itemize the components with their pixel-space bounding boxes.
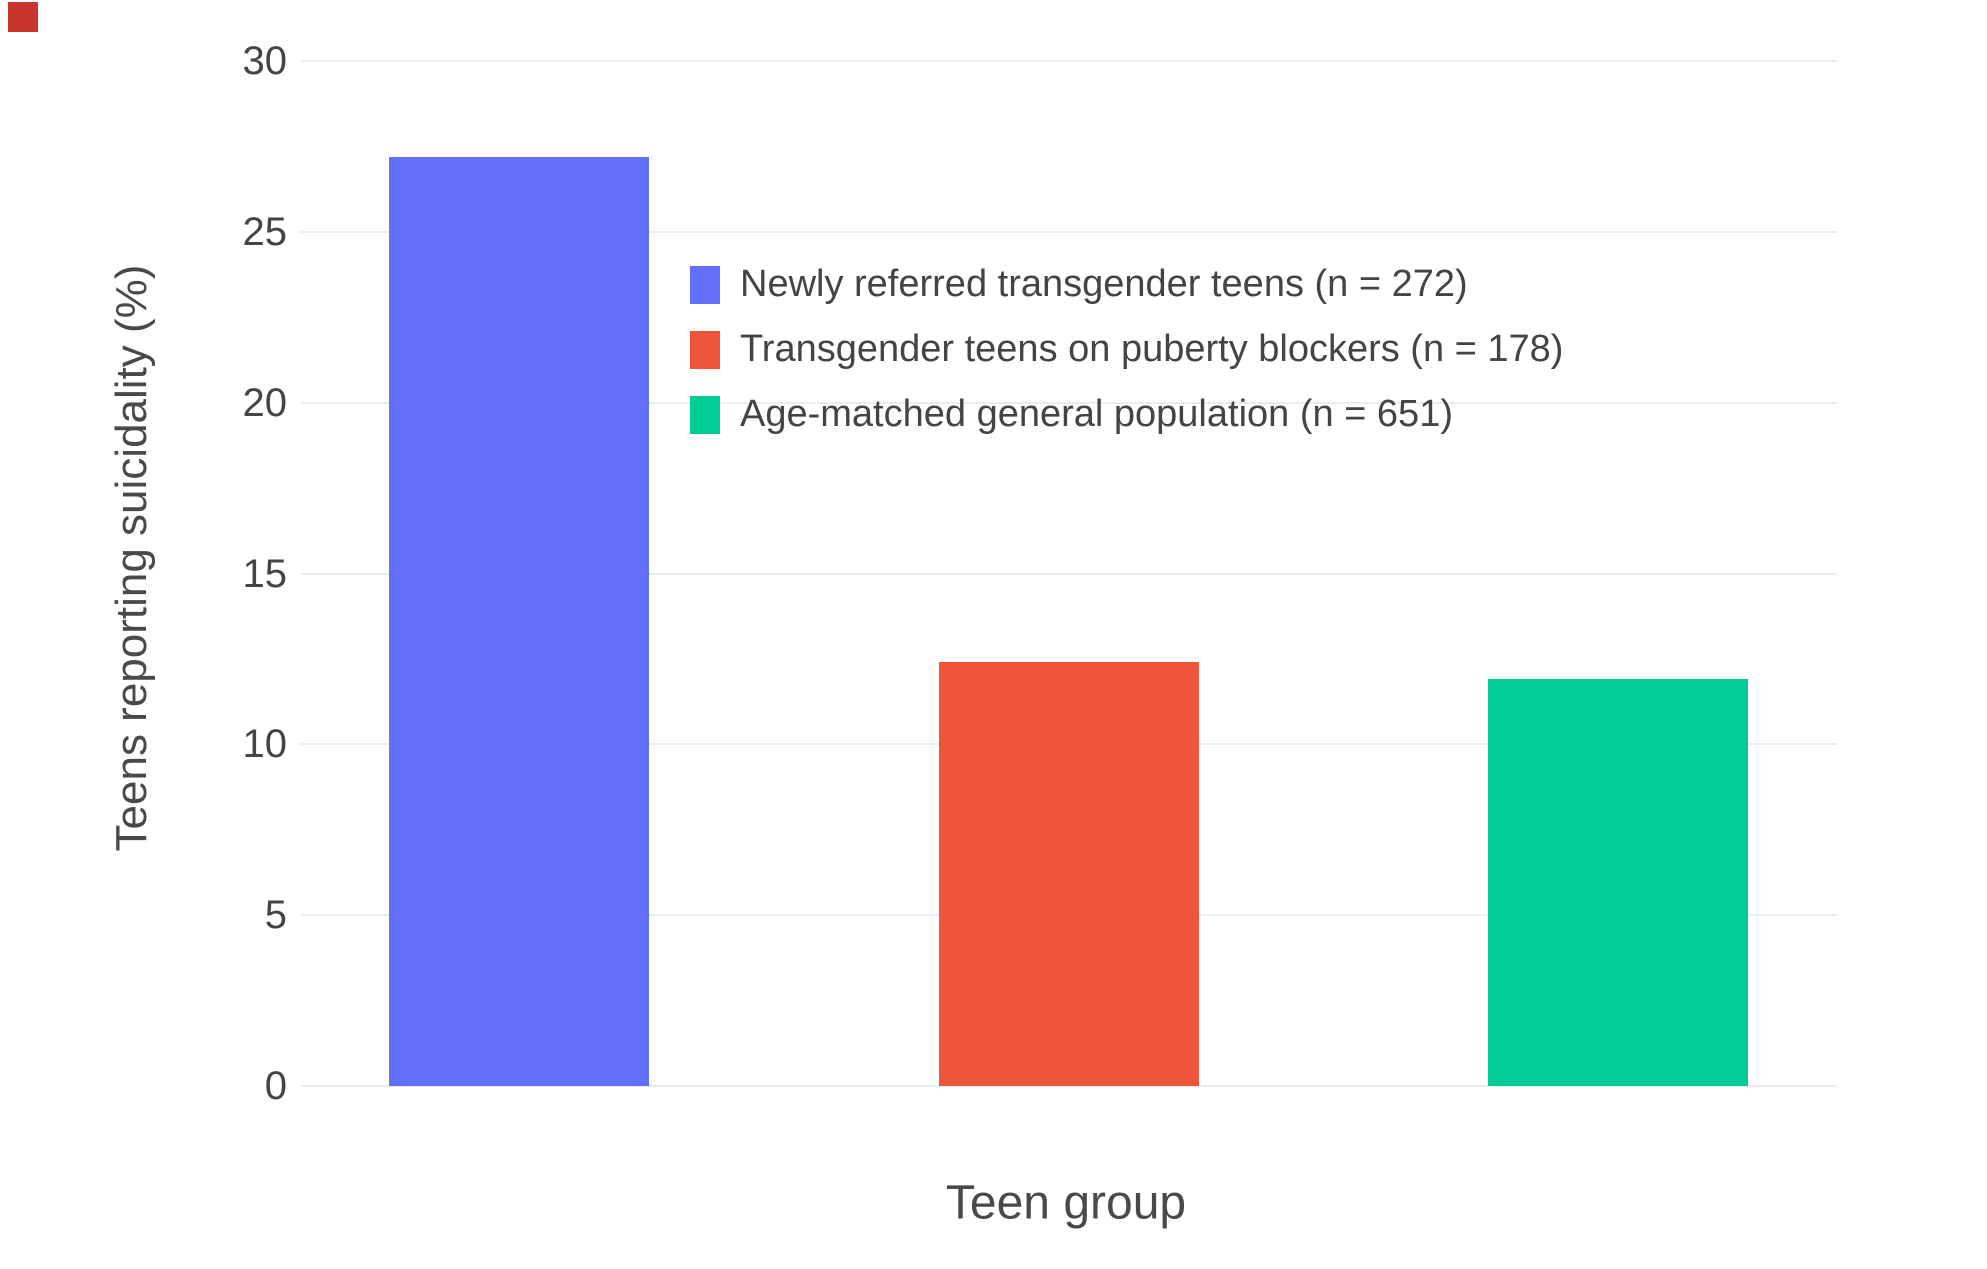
- corner-red-square-icon: [8, 2, 38, 32]
- plot-area[interactable]: [300, 45, 1837, 1087]
- bar-2[interactable]: [938, 662, 1199, 1086]
- legend-label: Newly referred transgender teens (n = 27…: [740, 263, 1468, 305]
- gridline-y-30: [300, 60, 1837, 62]
- y-tick-label-20: 20: [242, 380, 288, 425]
- bar-1[interactable]: [389, 156, 650, 1086]
- legend-swatch-icon: [690, 330, 720, 369]
- y-tick-label-15: 15: [242, 551, 288, 596]
- y-tick-label-10: 10: [242, 722, 288, 767]
- legend-label: Age-matched general population (n = 651): [740, 393, 1453, 435]
- gridline-y-25: [300, 230, 1837, 233]
- bar-3[interactable]: [1487, 679, 1748, 1086]
- gridline-y-0: [300, 1085, 1837, 1087]
- legend-item-1[interactable]: Newly referred transgender teens (n = 27…: [690, 252, 1563, 317]
- gridline-y-20: [300, 401, 1837, 404]
- legend: Newly referred transgender teens (n = 27…: [690, 252, 1563, 447]
- x-axis-title: Teen group: [945, 1176, 1187, 1230]
- y-tick-label-5: 5: [264, 893, 287, 938]
- y-tick-label-0: 0: [264, 1064, 287, 1108]
- legend-item-2[interactable]: Transgender teens on puberty blockers (n…: [690, 317, 1563, 382]
- legend-item-3[interactable]: Age-matched general population (n = 651): [690, 382, 1563, 447]
- y-tick-label-30: 30: [242, 39, 288, 83]
- legend-swatch-icon: [690, 265, 720, 304]
- legend-label: Transgender teens on puberty blockers (n…: [740, 328, 1564, 370]
- y-tick-label-25: 25: [242, 209, 288, 254]
- legend-swatch-icon: [690, 395, 720, 434]
- gridline-y-15: [300, 572, 1837, 575]
